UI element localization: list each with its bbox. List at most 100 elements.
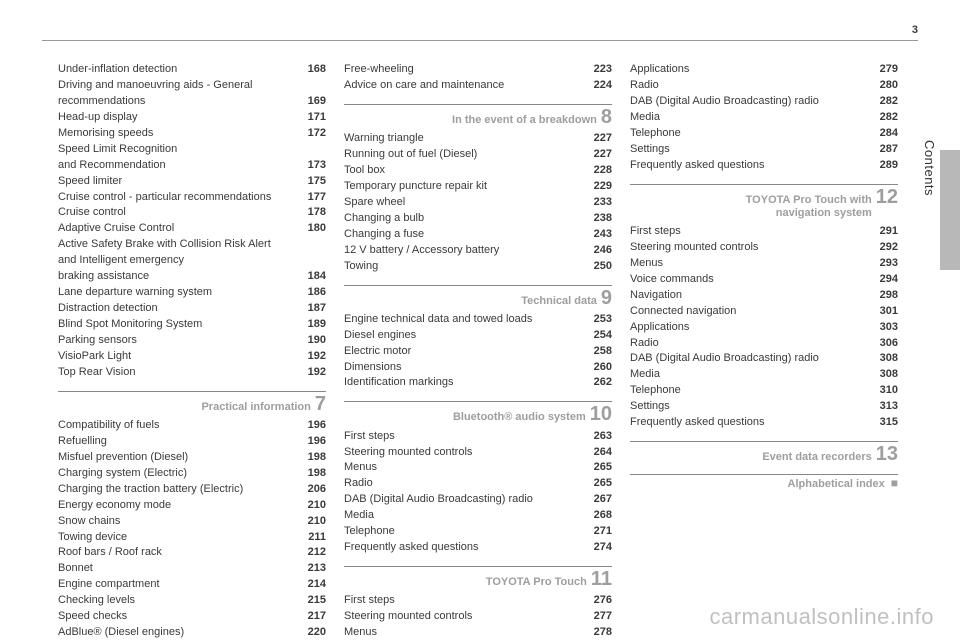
toc-entry: DAB (Digital Audio Broadcasting) radio30… bbox=[630, 351, 898, 367]
toc-entry-label: Speed Limit Recognition bbox=[58, 142, 326, 158]
toc-entry: Diesel engines254 bbox=[344, 328, 612, 344]
toc-entry-label: Charging system (Electric) bbox=[58, 466, 308, 482]
toc-entry: Changing a bulb238 bbox=[344, 211, 612, 227]
toc-column: Under-inflation detection168Driving and … bbox=[58, 62, 326, 641]
toc-entry: AdBlue® (Diesel engines)220 bbox=[58, 625, 326, 641]
toc-entry: Settings313 bbox=[630, 399, 898, 415]
toc-entry: Connected navigation301 bbox=[630, 304, 898, 320]
toc-entry: Lane departure warning system186 bbox=[58, 285, 326, 301]
toc-entry: Under-inflation detection168 bbox=[58, 62, 326, 78]
toc-entry-label: Warning triangle bbox=[344, 131, 594, 147]
toc-section-number: 7 bbox=[315, 394, 326, 414]
toc-entry-page: 213 bbox=[308, 561, 326, 577]
toc-entry-page: 171 bbox=[308, 110, 326, 126]
toc-entry: Checking levels215 bbox=[58, 593, 326, 609]
toc-entry: Head-up display171 bbox=[58, 110, 326, 126]
toc-entry-label: Radio bbox=[630, 336, 880, 352]
toc-entry: Cruise control178 bbox=[58, 205, 326, 221]
toc-section-number: 13 bbox=[876, 444, 898, 464]
toc-entry-page: 192 bbox=[308, 365, 326, 381]
toc-entry-page: 253 bbox=[594, 312, 612, 328]
toc-entry-label: Steering mounted controls bbox=[630, 240, 880, 256]
toc-entry-page: 268 bbox=[594, 508, 612, 524]
toc-section-title-line: navigation system bbox=[746, 207, 872, 220]
toc-entry-page: 175 bbox=[308, 174, 326, 190]
toc-section-heading: Event data recorders13 bbox=[630, 441, 898, 464]
toc-entry-label: Running out of fuel (Diesel) bbox=[344, 147, 594, 163]
toc-entry-page: 210 bbox=[308, 498, 326, 514]
toc-entry-label: Menus bbox=[344, 460, 594, 476]
toc-entry-label: and Recommendation bbox=[58, 158, 308, 174]
toc-entry-label: Frequently asked questions bbox=[630, 158, 880, 174]
toc-entry-label: Diesel engines bbox=[344, 328, 594, 344]
toc-entry-label: AdBlue® (Diesel engines) bbox=[58, 625, 308, 641]
toc-entry-label: First steps bbox=[344, 429, 594, 445]
toc-entry-page: 291 bbox=[880, 224, 898, 240]
toc-entry-page: 172 bbox=[308, 126, 326, 142]
toc-entry-page: 308 bbox=[880, 367, 898, 383]
toc-entry-label: Media bbox=[344, 508, 594, 524]
toc-section-heading: TOYOTA Pro Touch11 bbox=[344, 566, 612, 589]
toc-section-title-line: TOYOTA Pro Touch with bbox=[746, 194, 872, 207]
toc-entry-page: 298 bbox=[880, 288, 898, 304]
watermark: carmanualsonline.info bbox=[709, 604, 934, 630]
toc-entry-label: Voice commands bbox=[630, 272, 880, 288]
toc-entry: Refuelling196 bbox=[58, 434, 326, 450]
toc-entry-page: 238 bbox=[594, 211, 612, 227]
toc-entry-label: Active Safety Brake with Collision Risk … bbox=[58, 237, 326, 253]
toc-entry: Identification markings262 bbox=[344, 375, 612, 391]
toc-entry-page: 187 bbox=[308, 301, 326, 317]
toc-entry-page: 289 bbox=[880, 158, 898, 174]
toc-section-heading: Bluetooth® audio system10 bbox=[344, 401, 612, 424]
toc-entry: Frequently asked questions289 bbox=[630, 158, 898, 174]
toc-entry-label: Adaptive Cruise Control bbox=[58, 221, 308, 237]
toc-entry: Steering mounted controls264 bbox=[344, 445, 612, 461]
toc-entry-page: 211 bbox=[308, 530, 326, 546]
toc-entry-label: Menus bbox=[630, 256, 880, 272]
toc-entry-label: First steps bbox=[344, 593, 594, 609]
toc-entry: Speed Limit Recognitionand Recommendatio… bbox=[58, 142, 326, 174]
toc-entry-page: 265 bbox=[594, 476, 612, 492]
toc-entry-label: Misfuel prevention (Diesel) bbox=[58, 450, 308, 466]
toc-entry-page: 192 bbox=[308, 349, 326, 365]
toc-entry: Media282 bbox=[630, 110, 898, 126]
toc-entry: Towing device211 bbox=[58, 530, 326, 546]
toc-entry-page: 227 bbox=[594, 147, 612, 163]
toc-entry-label: Cruise control - particular recommendati… bbox=[58, 190, 308, 206]
toc-entry-label: Driving and manoeuvring aids - General bbox=[58, 78, 326, 94]
toc-entry-page: 196 bbox=[308, 418, 326, 434]
toc-entry-page: 267 bbox=[594, 492, 612, 508]
toc-entry-label: Top Rear Vision bbox=[58, 365, 308, 381]
toc-entry: Changing a fuse243 bbox=[344, 227, 612, 243]
toc-entry-page: 210 bbox=[308, 514, 326, 530]
toc-entry: Blind Spot Monitoring System189 bbox=[58, 317, 326, 333]
toc-entry-page: 206 bbox=[308, 482, 326, 498]
toc-entry-label: Settings bbox=[630, 399, 880, 415]
toc-entry-page: 282 bbox=[880, 110, 898, 126]
toc-entry: Driving and manoeuvring aids - Generalre… bbox=[58, 78, 326, 110]
toc-entry-label: 12 V battery / Accessory battery bbox=[344, 243, 594, 259]
toc-entry-label: and Intelligent emergency bbox=[58, 253, 326, 269]
toc-entry: First steps276 bbox=[344, 593, 612, 609]
toc-entry: Warning triangle227 bbox=[344, 131, 612, 147]
toc-section-heading: Alphabetical index■ bbox=[630, 474, 898, 491]
toc-entry: First steps263 bbox=[344, 429, 612, 445]
toc-section-number: 12 bbox=[876, 187, 898, 207]
toc-entry-page: 214 bbox=[308, 577, 326, 593]
toc-entry: DAB (Digital Audio Broadcasting) radio28… bbox=[630, 94, 898, 110]
toc-entry-label: Compatibility of fuels bbox=[58, 418, 308, 434]
toc-entry-page: 254 bbox=[594, 328, 612, 344]
toc-entry-page: 217 bbox=[308, 609, 326, 625]
toc-entry: Frequently asked questions315 bbox=[630, 415, 898, 431]
toc-entry: Menus293 bbox=[630, 256, 898, 272]
toc-entry-page: 264 bbox=[594, 445, 612, 461]
toc-entry: Navigation298 bbox=[630, 288, 898, 304]
toc-entry: Cruise control - particular recommendati… bbox=[58, 190, 326, 206]
toc-entry-page: 265 bbox=[594, 460, 612, 476]
toc-entry-label: Charging the traction battery (Electric) bbox=[58, 482, 308, 498]
toc-section-title: In the event of a breakdown bbox=[452, 114, 597, 127]
toc-entry-label: Engine compartment bbox=[58, 577, 308, 593]
toc-entry: Advice on care and maintenance224 bbox=[344, 78, 612, 94]
toc-column: Applications279Radio280DAB (Digital Audi… bbox=[630, 62, 898, 641]
toc-column: Free-wheeling223Advice on care and maint… bbox=[344, 62, 612, 641]
